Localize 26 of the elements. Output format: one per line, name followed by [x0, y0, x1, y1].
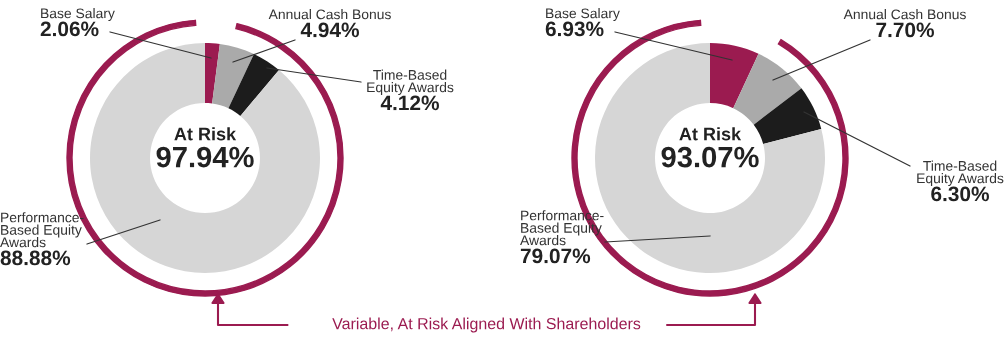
donut-slice: [753, 88, 822, 145]
data-label: 4.12%: [380, 95, 439, 111]
slice-label: Time-Based Equity Awards: [917, 160, 1004, 186]
slice-label: Base Salary: [41, 8, 115, 21]
text: 97.94%: [156, 146, 254, 168]
data-label: 2.06%: [40, 21, 99, 37]
slice-label: Base Salary: [546, 8, 620, 21]
data-label: 79.07%: [520, 248, 591, 264]
donut-slice: [710, 43, 759, 109]
donut-slice: [228, 53, 279, 116]
data-label: 6.30%: [931, 186, 989, 202]
donut-slice: [90, 43, 320, 273]
data-label: 4.94%: [300, 22, 359, 38]
text: Variable, At Risk Aligned With Shareholders: [332, 317, 641, 333]
slice-label: Time-Based Equity Awards: [367, 69, 454, 95]
text: At Risk: [679, 127, 742, 141]
data-label: 88.88%: [0, 250, 71, 266]
data-label: 7.70%: [876, 22, 934, 38]
donut-slice: [205, 43, 220, 104]
donut-slice: [212, 43, 254, 109]
donut-slice: [733, 53, 802, 125]
data-label: 6.93%: [545, 21, 604, 37]
slice-label: Annual Cash Bonus: [843, 9, 966, 20]
slice-label: Annual Cash Bonus: [268, 9, 391, 20]
text: 93.07%: [661, 146, 759, 168]
text: At Risk: [174, 127, 237, 141]
